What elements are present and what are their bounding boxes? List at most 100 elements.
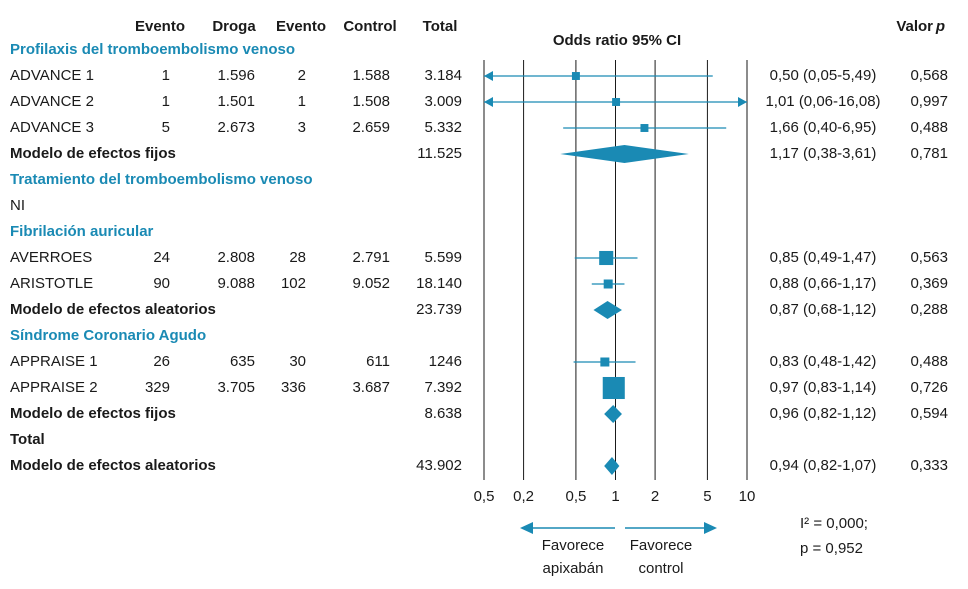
cell: 3.009 [424, 93, 462, 110]
cell: 1 [298, 93, 306, 110]
cell: 9.052 [352, 275, 390, 292]
cell: 3.687 [352, 379, 390, 396]
estimate-square [599, 250, 614, 266]
x-tick-label: 2 [651, 488, 659, 505]
estimate-label: 0,83 (0,48-1,42) [770, 353, 877, 370]
heterogeneity: p = 0,952 [800, 540, 863, 557]
column-header: Evento [276, 18, 326, 35]
cell: 90 [153, 275, 170, 292]
estimate-label: 1,66 (0,40-6,95) [770, 119, 877, 136]
column-header: Total [423, 18, 458, 35]
x-tick-label: 1 [611, 488, 619, 505]
row-label: ARISTOTLE [10, 275, 93, 292]
x-tick-label: 5 [703, 488, 711, 505]
summary-diamond [593, 301, 622, 319]
row-label: ADVANCE 2 [10, 93, 94, 110]
p-value: 0,563 [910, 249, 948, 266]
favors-label: apixabán [543, 560, 604, 577]
cell: 102 [281, 275, 306, 292]
summary-diamond [604, 405, 622, 423]
cell: 611 [366, 353, 390, 370]
cell: 3.705 [217, 379, 255, 396]
cell: 1 [162, 67, 170, 84]
cell: 635 [230, 353, 255, 370]
row-label: ADVANCE 1 [10, 67, 94, 84]
estimate-square [600, 357, 610, 367]
row-label: Profilaxis del tromboembolismo venoso [10, 41, 295, 58]
row-label: APPRAISE 2 [10, 379, 98, 396]
favors-label: Favorece [630, 537, 693, 554]
cell: 2.791 [352, 249, 390, 266]
x-tick-label: 10 [739, 488, 756, 505]
p-value: 0,288 [910, 301, 948, 318]
cell: 1246 [429, 353, 462, 370]
estimate-label: 0,50 (0,05-5,49) [770, 67, 877, 84]
favor-arrowhead-left [520, 522, 533, 534]
row-label: Tratamiento del tromboembolismo venoso [10, 171, 313, 188]
cell: 11.525 [417, 145, 462, 162]
p-value: 0,594 [910, 405, 948, 422]
row-label: NI [10, 197, 25, 214]
p-value: 0,781 [910, 145, 948, 162]
x-tick-label: 0,5 [565, 488, 586, 505]
p-value: 0,369 [910, 275, 948, 292]
cell: 30 [289, 353, 306, 370]
cell: 2.659 [352, 119, 390, 136]
column-header: Droga [212, 18, 256, 35]
estimate-label: 0,96 (0,82-1,12) [770, 405, 877, 422]
chart-title: Odds ratio 95% CI [553, 32, 681, 49]
p-value: 0,726 [910, 379, 948, 396]
cell: 24 [153, 249, 170, 266]
row-label: Modelo de efectos aleatorios [10, 301, 216, 318]
estimate-square [640, 124, 649, 132]
cell: 3 [298, 119, 306, 136]
estimate-label: 0,85 (0,49-1,47) [770, 249, 877, 266]
estimate-label: 1,17 (0,38-3,61) [770, 145, 877, 162]
p-value: 0,568 [910, 67, 948, 84]
ci-arrow-left [484, 71, 493, 81]
favors-label: Favorece [542, 537, 605, 554]
cell: 1.501 [217, 93, 255, 110]
row-label: Modelo de efectos fijos [10, 145, 176, 162]
row-label: Fibrilación auricular [10, 223, 154, 240]
cell: 5.332 [424, 119, 462, 136]
p-header: Valor [896, 18, 933, 35]
cell: 1 [162, 93, 170, 110]
heterogeneity: I² = 0,000; [800, 515, 868, 532]
cell: 28 [289, 249, 306, 266]
row-label: Síndrome Coronario Agudo [10, 327, 206, 344]
summary-diamond [604, 457, 620, 475]
column-header: Control [343, 18, 396, 35]
row-label: Total [10, 431, 45, 448]
ci-arrow-right [738, 97, 747, 107]
cell: 3.184 [424, 67, 462, 84]
estimate-label: 0,88 (0,66-1,17) [770, 275, 877, 292]
estimate-square [602, 376, 625, 400]
cell: 23.739 [416, 301, 462, 318]
cell: 2 [298, 67, 306, 84]
ci-arrow-left [484, 97, 493, 107]
p-header-italic: p [935, 18, 945, 35]
p-value: 0,488 [910, 119, 948, 136]
cell: 9.088 [217, 275, 255, 292]
row-label: ADVANCE 3 [10, 119, 94, 136]
summary-diamond [560, 145, 689, 163]
estimate-label: 0,97 (0,83-1,14) [770, 379, 877, 396]
cell: 26 [153, 353, 170, 370]
x-tick-label: 0,2 [513, 488, 534, 505]
column-header: Evento [135, 18, 185, 35]
cell: 1.596 [217, 67, 255, 84]
p-value: 0,997 [910, 93, 948, 110]
favors-label: control [638, 560, 683, 577]
cell: 1.508 [352, 93, 390, 110]
p-value: 0,333 [910, 457, 948, 474]
cell: 7.392 [424, 379, 462, 396]
cell: 2.673 [217, 119, 255, 136]
cell: 8.638 [424, 405, 462, 422]
row-label: AVERROES [10, 249, 92, 266]
favor-arrowhead-right [704, 522, 717, 534]
row-label: Modelo de efectos fijos [10, 405, 176, 422]
row-label: Modelo de efectos aleatorios [10, 457, 216, 474]
